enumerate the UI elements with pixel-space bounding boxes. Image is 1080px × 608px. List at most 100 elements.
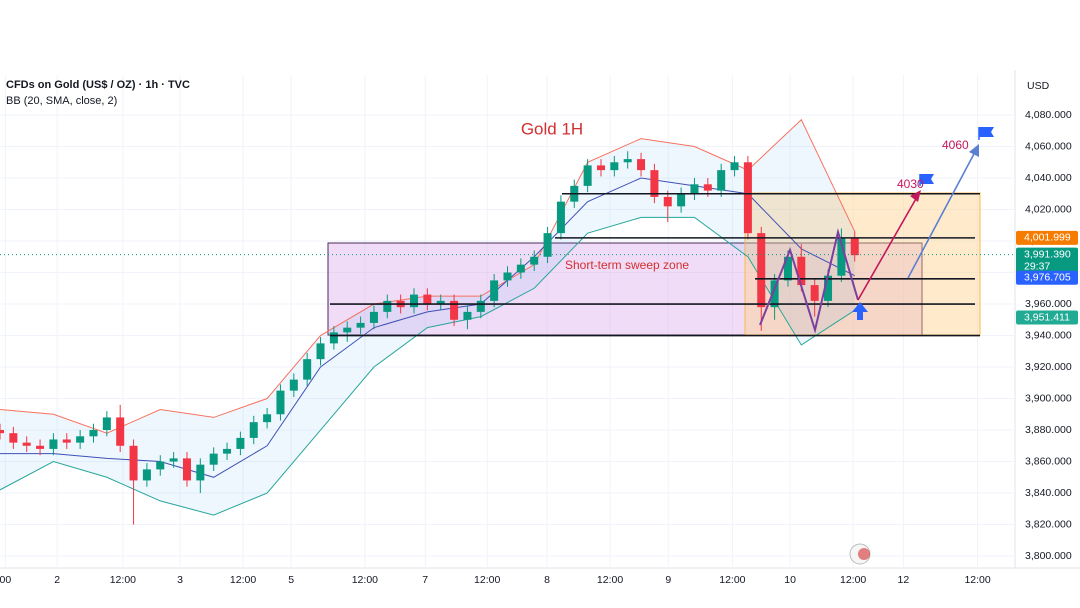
body	[89, 430, 98, 437]
x-tick-label: 10	[784, 574, 796, 586]
flag	[920, 174, 934, 184]
price-tag	[1016, 270, 1078, 285]
y-tick-label: 4,020.000	[1025, 203, 1072, 215]
target-label: 4030	[897, 177, 924, 191]
candle	[129, 439, 138, 525]
body	[289, 379, 298, 391]
body	[583, 165, 592, 186]
body	[770, 280, 779, 308]
candle	[209, 447, 218, 471]
body	[102, 417, 111, 431]
candle	[196, 458, 205, 494]
body	[276, 390, 285, 415]
y-tick-label: 3,900.000	[1025, 392, 1072, 404]
candle	[623, 151, 632, 169]
y-tick-label: 3,880.000	[1025, 424, 1072, 436]
price-tag-label: 3,991.390	[1024, 248, 1071, 260]
candle	[543, 226, 552, 264]
x-tick-label: 00	[0, 574, 11, 586]
body	[730, 162, 739, 171]
body	[596, 165, 605, 171]
candle	[36, 439, 45, 456]
x-tick-label: 12:00	[230, 574, 256, 586]
candle	[810, 278, 819, 317]
y-tick-label: 4,060.000	[1025, 140, 1072, 152]
candle	[343, 321, 352, 342]
candle	[436, 294, 445, 311]
body	[22, 442, 31, 446]
candle	[463, 305, 472, 330]
body	[556, 201, 565, 234]
candle	[142, 463, 151, 487]
body	[543, 233, 552, 257]
body	[383, 300, 392, 312]
candle	[677, 187, 686, 213]
candle	[76, 430, 85, 449]
candle	[850, 231, 859, 262]
body	[530, 256, 539, 265]
blue-arrow	[907, 151, 976, 279]
tv-logo	[849, 543, 871, 565]
candle	[102, 411, 111, 437]
candle	[263, 407, 272, 429]
body	[169, 458, 178, 462]
body	[9, 433, 18, 443]
candle	[690, 178, 699, 201]
candle	[9, 426, 18, 449]
body	[0, 430, 5, 434]
body	[450, 300, 459, 320]
x-tick-label: 3	[177, 574, 183, 586]
candle	[49, 433, 58, 456]
pink-arrowhead	[910, 190, 921, 202]
body	[516, 264, 525, 273]
body	[503, 272, 512, 281]
x-tick-label: 12:00	[597, 574, 623, 586]
candle	[423, 288, 432, 311]
zigzag	[759, 228, 859, 334]
body	[369, 311, 378, 323]
candle	[356, 316, 365, 334]
candle	[236, 431, 245, 456]
body	[343, 327, 352, 333]
body	[196, 464, 205, 481]
plot	[0, 118, 859, 525]
body	[783, 256, 792, 281]
candle	[276, 384, 285, 421]
candle	[610, 155, 619, 177]
candle	[476, 294, 485, 319]
candle	[637, 152, 646, 177]
candle	[503, 266, 512, 287]
bb-middle	[0, 177, 855, 478]
candle	[530, 250, 539, 271]
x-tick-label: 12:00	[840, 574, 866, 586]
candle	[0, 423, 5, 440]
body	[303, 359, 312, 380]
blue-arrowhead	[969, 144, 979, 157]
y-tick-label: 3,940.000	[1025, 329, 1072, 341]
body	[236, 437, 245, 449]
body	[249, 422, 258, 438]
body	[610, 162, 619, 171]
price-tag-label: 3,951.411	[1024, 311, 1070, 323]
candle	[22, 436, 31, 453]
body	[423, 294, 432, 305]
body	[76, 436, 85, 443]
candle	[62, 433, 71, 449]
y-tick-label: 3,860.000	[1025, 455, 1072, 467]
body	[223, 448, 232, 454]
price-tag	[1016, 247, 1078, 274]
y-tick-label: 3,800.000	[1025, 550, 1072, 562]
body	[129, 445, 138, 481]
price-tag-label: 4,001.999	[1024, 232, 1071, 244]
price-tag	[1016, 310, 1078, 325]
candle	[450, 294, 459, 327]
zone-label: Short-term sweep zone	[565, 258, 689, 272]
body	[490, 280, 499, 301]
body	[329, 332, 338, 344]
band-fill	[0, 119, 855, 516]
pink-arrow	[857, 196, 918, 301]
body	[263, 414, 272, 423]
candle	[89, 423, 98, 443]
x-tick-label: 8	[544, 574, 550, 586]
